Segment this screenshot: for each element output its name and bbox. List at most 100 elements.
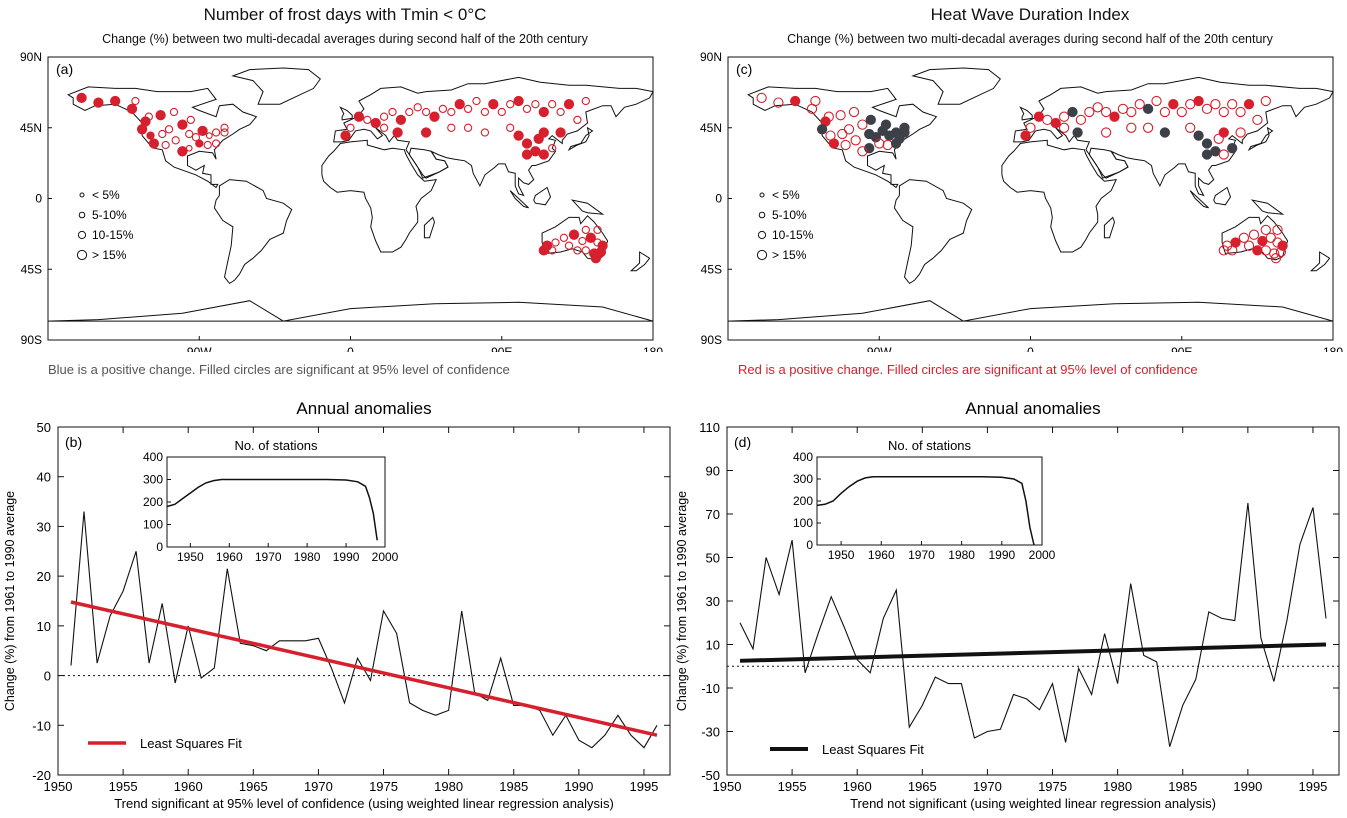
inset-y-tick-label: 200 [793,494,813,508]
panel-c-subtitle: Change (%) between two multi-decadal ave… [787,32,1273,46]
inset-title: No. of stations [888,438,972,453]
station-circle [548,100,557,109]
station-circle [131,96,140,106]
inset-y-tick-label: 300 [143,473,163,487]
legend-circle [758,211,766,219]
station-circle [169,107,179,117]
station-circle [1201,138,1213,149]
station-circle [530,146,541,157]
station-circle [340,130,351,141]
lon-tick-label: 180 [643,345,663,352]
station-circle [848,106,860,118]
coastline [509,190,529,209]
inset-x-tick-label: 1980 [948,548,975,562]
station-circle [538,127,549,138]
station-circle [388,107,397,117]
station-circle [585,232,596,243]
coastline [629,251,651,272]
coastline [893,179,973,285]
x-tick-label: 1995 [629,779,658,794]
lat-tick-label: 45S [21,262,42,276]
x-tick-label: 1960 [174,779,203,794]
station-circle [548,144,557,153]
x-axis-label: Trend significant at 95% level of confid… [114,796,614,811]
station-circle [220,128,229,137]
station-circle [126,103,138,115]
inset-x-tick-label: 1970 [255,550,282,564]
coastline [911,67,1001,105]
x-tick-label: 1960 [843,779,872,794]
station-circle [1159,127,1171,138]
station-circle [405,107,414,117]
station-circle [1243,240,1255,251]
station-circle [1193,130,1204,141]
x-tick-label: 1975 [1038,779,1067,794]
station-circle [1260,95,1271,107]
station-circle [136,124,148,135]
station-circle [148,138,160,149]
station-circle [1050,117,1061,129]
station-circle [843,124,855,135]
station-circle [1270,253,1282,264]
station-circle [1126,122,1137,133]
station-circle [1168,99,1179,110]
x-tick-label: 1965 [908,779,937,794]
station-circle [421,107,431,117]
coastline [408,147,449,179]
legend-label: > 15% [772,248,807,262]
x-tick-label: 1980 [434,779,463,794]
x-tick-label: 1990 [1233,779,1262,794]
inset-x-tick-label: 1990 [988,548,1015,562]
panel-c-title: Heat Wave Duration Index [930,5,1130,24]
station-circle [420,127,432,138]
panel-a-note: Blue is a positive change. Filled circle… [48,362,510,377]
station-circle [551,238,560,247]
inset-y-tick-label: 200 [143,495,163,509]
station-circle [1067,106,1078,118]
station-circle [840,139,851,151]
station-circle [506,123,515,132]
x-tick-label: 1990 [564,779,593,794]
panel-label: (d) [734,434,751,450]
inset-x-tick-label: 1990 [333,550,360,564]
inset-x-tick-label: 1980 [294,550,321,564]
legend-circle [77,230,87,240]
y-tick-label: 110 [699,420,720,435]
x-axis-label: Trend not significant (using weighted li… [850,796,1216,811]
station-circle [353,111,365,122]
station-circle [1176,106,1187,118]
station-circle [1227,99,1238,110]
station-circle [850,135,861,146]
legend-label: < 5% [92,188,120,202]
lat-tick-label: 90S [21,333,42,347]
station-circle [1075,114,1087,126]
legend-circle [79,192,85,198]
station-circle [1134,99,1145,110]
station-circle [205,132,213,139]
station-circle [563,99,575,110]
coastline [1213,186,1232,206]
station-circle [1277,240,1288,251]
y-tick-label: 50 [37,420,51,435]
station-circle [1257,235,1268,247]
station-circle [1272,224,1283,236]
lon-tick-label: 90W [187,345,212,352]
coastline [321,139,438,253]
station-circle [177,119,188,130]
station-circle [177,146,188,157]
station-circle [548,246,557,255]
station-circle [1100,106,1112,118]
station-circle [93,97,104,108]
station-circle [488,99,499,110]
station-circle [1072,127,1083,138]
map-frame [727,56,1334,341]
station-circle [413,103,422,112]
panel-label: (c) [736,61,752,77]
station-circle [447,123,456,132]
station-circle [195,139,204,148]
station-circle [186,115,195,125]
inset-stations-line [166,478,378,541]
inset-x-tick-label: 1970 [908,548,935,562]
chart-title: Annual anomalies [965,399,1100,418]
inset-y-tick-label: 400 [793,450,813,464]
